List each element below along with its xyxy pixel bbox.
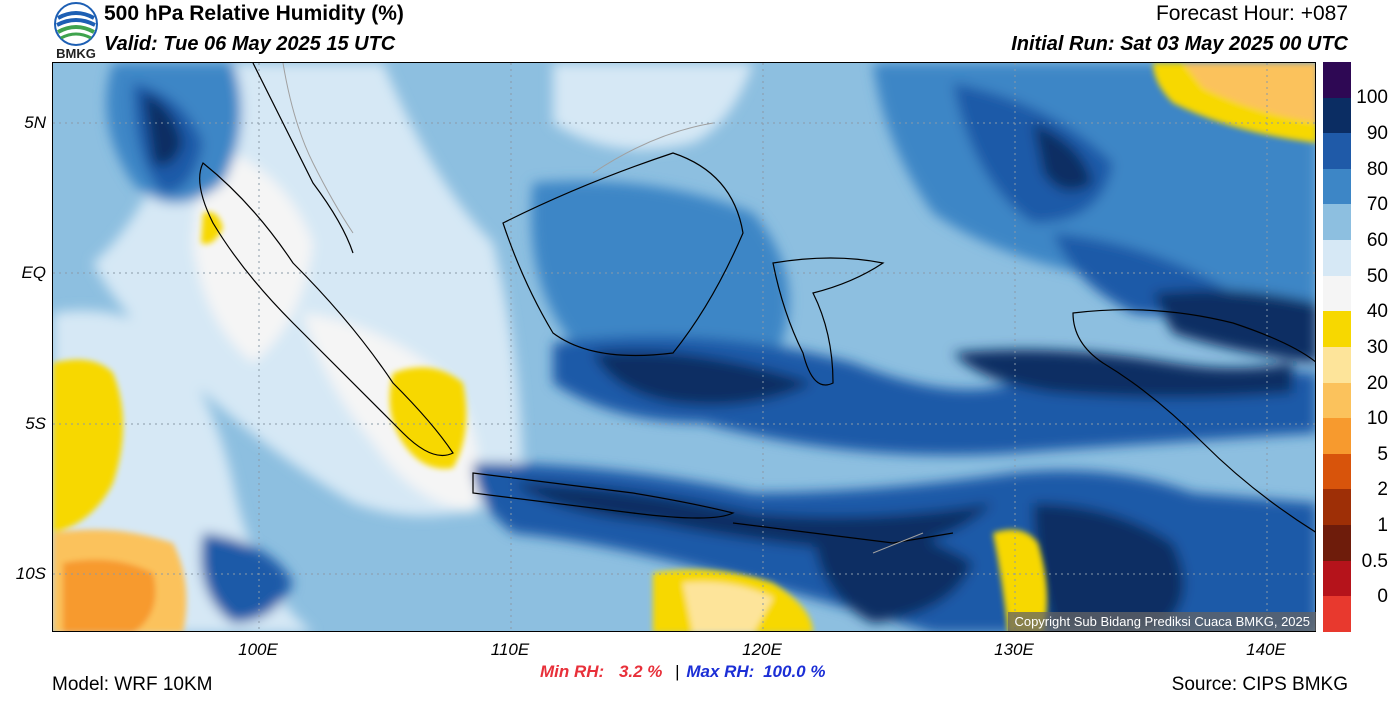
humidity-map xyxy=(52,62,1316,632)
colorbar-segment xyxy=(1323,311,1351,347)
colorbar-label: 5 xyxy=(1377,444,1388,465)
lon-tick-130e: 130E xyxy=(994,640,1034,659)
colorbar-label: 0.5 xyxy=(1361,551,1388,572)
model-info: Model: WRF 10KM xyxy=(52,674,213,695)
colorbar-segment xyxy=(1323,240,1351,276)
colorbar xyxy=(1323,62,1351,632)
map-title: 500 hPa Relative Humidity (%) xyxy=(104,2,404,25)
initial-run: Initial Run: Sat 03 May 2025 00 UTC xyxy=(1011,33,1348,55)
colorbar-segment xyxy=(1323,98,1351,133)
nusa-tenggara-outline xyxy=(732,522,954,544)
sumatra-outline xyxy=(199,162,454,457)
java-outline xyxy=(472,472,735,519)
colorbar-label: 100 xyxy=(1356,87,1388,108)
colorbar-segment xyxy=(1323,596,1351,632)
colorbar-label: 50 xyxy=(1366,266,1388,287)
colorbar-segment xyxy=(1323,383,1351,418)
colorbar-segment xyxy=(1323,418,1351,454)
colorbar-segment xyxy=(1323,169,1351,204)
valid-time: Valid: Tue 06 May 2025 15 UTC xyxy=(104,33,396,55)
forecast-hour: Forecast Hour: +087 xyxy=(1155,2,1348,25)
colorbar-label: 90 xyxy=(1366,123,1388,144)
lon-tick-120e: 120E xyxy=(742,640,782,659)
lon-tick-110e: 110E xyxy=(490,640,530,659)
malay-peninsula-outline xyxy=(252,63,354,254)
coastlines xyxy=(199,63,1315,544)
colorbar-segment xyxy=(1323,525,1351,561)
colorbar-label: 30 xyxy=(1366,337,1388,358)
colorbar-segment xyxy=(1323,454,1351,489)
colorbar-segment xyxy=(1323,204,1351,240)
bmkg-logo: BMKG xyxy=(52,2,100,61)
lat-tick-5n: 5N xyxy=(24,113,46,132)
colorbar-labels: 100 90 80 70 60 50 40 30 20 10 5 2 1 0.5… xyxy=(1340,0,1388,709)
papua-outline xyxy=(1072,309,1315,533)
lat-tick-5s: 5S xyxy=(25,414,46,433)
colorbar-label: 60 xyxy=(1366,230,1388,251)
humidity-field xyxy=(53,63,1315,631)
min-rh-value: 3.2 % xyxy=(618,662,663,681)
max-rh-label: Max RH: xyxy=(686,662,755,681)
colorbar-label: 0 xyxy=(1377,586,1388,607)
colorbar-label: 40 xyxy=(1366,301,1388,322)
lat-tick-10s: 10S xyxy=(15,564,46,583)
lat-tick-eq: EQ xyxy=(21,263,46,282)
max-rh-value: 100.0 % xyxy=(763,662,826,681)
lon-tick-100e: 100E xyxy=(238,640,278,659)
colorbar-segment xyxy=(1323,62,1351,98)
min-rh-label: Min RH: xyxy=(540,662,605,681)
colorbar-segment xyxy=(1323,489,1351,525)
colorbar-label: 70 xyxy=(1366,194,1388,215)
colorbar-segment xyxy=(1323,133,1351,169)
sulawesi-outline xyxy=(772,257,885,386)
colorbar-segment xyxy=(1323,347,1351,383)
colorbar-label: 20 xyxy=(1366,373,1388,394)
lon-tick-140e: 140E xyxy=(1246,640,1286,659)
colorbar-segment xyxy=(1323,276,1351,311)
copyright-notice: Copyright Sub Bidang Prediksi Cuaca BMKG… xyxy=(1008,612,1316,631)
source-info: Source: CIPS BMKG xyxy=(1171,674,1348,695)
bmkg-emblem-icon xyxy=(54,2,98,46)
colorbar-segment xyxy=(1323,561,1351,596)
logo-text: BMKG xyxy=(56,46,96,61)
colorbar-label: 80 xyxy=(1366,159,1388,180)
rh-stats: Min RH: 3.2 % | Max RH: 100.0 % xyxy=(540,662,825,682)
borneo-outline xyxy=(502,152,744,357)
colorbar-label: 10 xyxy=(1366,408,1388,429)
colorbar-label: 1 xyxy=(1377,515,1388,536)
colorbar-label: 2 xyxy=(1377,479,1388,500)
stats-separator: | xyxy=(675,662,680,681)
